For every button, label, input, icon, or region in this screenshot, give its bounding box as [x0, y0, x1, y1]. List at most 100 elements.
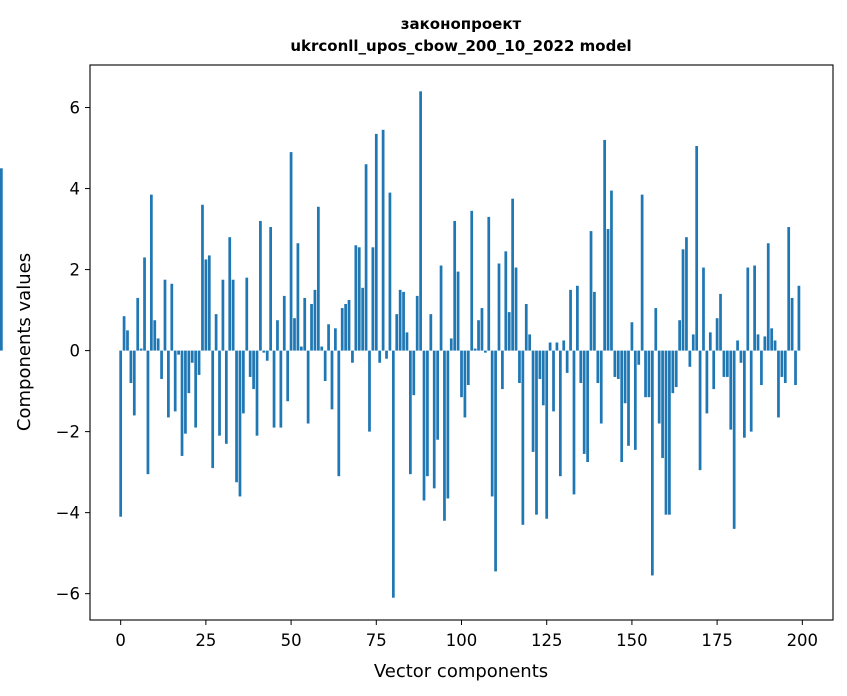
bar — [463, 350, 467, 418]
bar — [627, 350, 630, 446]
bar — [695, 146, 699, 351]
bar — [654, 308, 658, 351]
bar — [620, 350, 624, 463]
bar — [541, 350, 545, 406]
bar — [265, 350, 269, 361]
bar — [613, 350, 617, 377]
bar — [668, 350, 671, 515]
bar — [671, 350, 675, 394]
bar — [299, 346, 303, 351]
bar — [633, 350, 637, 450]
bar — [753, 265, 756, 351]
bar — [361, 287, 365, 351]
bar — [415, 295, 419, 351]
bar — [480, 308, 484, 351]
x-tick-label: 0 — [115, 631, 126, 650]
x-axis: 0 25 50 75 100 125 150 175 200 — [115, 620, 818, 650]
bar — [524, 304, 528, 351]
bar — [756, 334, 760, 351]
x-tick-label: 25 — [195, 631, 216, 650]
bar — [766, 243, 770, 351]
bar — [558, 350, 562, 477]
bar — [616, 350, 620, 379]
bar — [640, 194, 644, 351]
bar — [439, 265, 443, 351]
bar — [238, 350, 242, 497]
bar — [678, 320, 681, 351]
bar — [538, 350, 542, 379]
bar — [739, 350, 743, 363]
bar — [221, 279, 225, 351]
bar — [579, 350, 583, 384]
bar — [0, 168, 3, 351]
y-tick-label: 2 — [70, 261, 81, 280]
bar — [426, 350, 429, 477]
bar — [398, 289, 402, 351]
bar — [327, 324, 330, 351]
bar — [310, 304, 313, 351]
x-tick-label: 200 — [787, 631, 819, 650]
bar — [572, 350, 576, 495]
y-tick-label: −2 — [56, 423, 80, 442]
bar — [657, 350, 661, 424]
bar — [374, 133, 378, 351]
bar — [170, 283, 174, 351]
bar — [647, 350, 651, 398]
bar — [259, 220, 262, 351]
bar — [279, 350, 283, 428]
bar — [497, 263, 501, 351]
bar — [443, 350, 446, 521]
bar — [783, 350, 787, 384]
bar — [637, 350, 641, 365]
bar — [306, 350, 310, 424]
bar — [777, 350, 780, 418]
bar — [582, 350, 586, 454]
bar — [494, 350, 497, 572]
x-tick-label: 125 — [531, 631, 563, 650]
bar — [381, 129, 385, 351]
bar — [146, 350, 150, 475]
bar — [586, 350, 589, 463]
bar — [184, 350, 187, 434]
bar — [514, 267, 518, 351]
bar — [743, 350, 746, 438]
bar — [548, 342, 552, 351]
bar — [521, 350, 525, 525]
bar — [242, 350, 245, 414]
bar — [190, 350, 194, 363]
bar — [149, 194, 153, 351]
x-axis-label: Vector components — [374, 661, 548, 682]
y-tick-label: 0 — [70, 342, 81, 361]
bar — [337, 350, 341, 477]
bar — [139, 348, 143, 351]
bar — [207, 255, 211, 351]
bar — [245, 277, 249, 351]
bar — [651, 350, 654, 576]
bar — [371, 247, 375, 351]
bar — [691, 334, 695, 351]
bar — [593, 291, 596, 351]
bar — [702, 267, 705, 351]
bar — [340, 308, 344, 351]
bar — [303, 297, 307, 351]
bar — [623, 350, 627, 404]
bar — [606, 229, 610, 351]
bar — [732, 350, 736, 529]
bar — [351, 350, 354, 363]
bar — [286, 350, 290, 402]
bar — [473, 348, 477, 351]
bar — [674, 350, 678, 388]
bar — [153, 320, 157, 351]
bar — [552, 350, 555, 412]
chart-title-line-2: ukrconll_upos_cbow_200_10_2022 model — [290, 37, 631, 55]
bar — [763, 336, 767, 351]
bar — [167, 350, 170, 418]
bar — [163, 279, 167, 351]
bar — [218, 350, 221, 436]
bar — [749, 350, 753, 432]
bar — [323, 350, 327, 381]
bar — [432, 350, 436, 489]
bar — [446, 350, 450, 499]
bar — [293, 318, 296, 351]
bar — [405, 332, 409, 351]
